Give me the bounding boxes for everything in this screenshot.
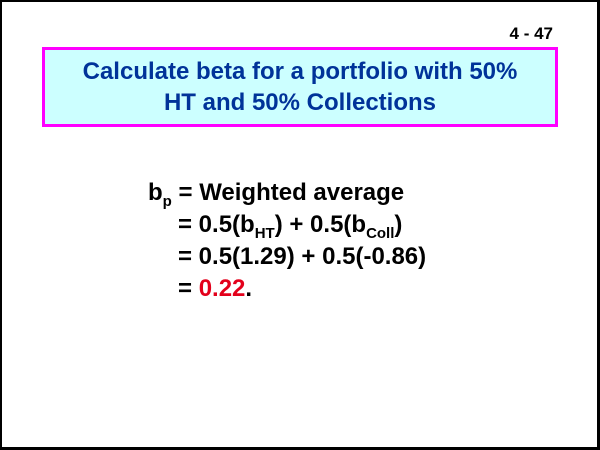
weighted-average-text: = Weighted average (171, 179, 405, 206)
title-line-1: Calculate beta for a portfolio with 50% (82, 58, 518, 85)
portfolio-beta-subscript: p (162, 193, 172, 210)
result-prefix: = (178, 275, 199, 302)
line2-part-a: = 0.5(b (178, 211, 255, 238)
slide-number: 4 - 47 (509, 24, 553, 43)
line2-part-b: ) + 0.5(b (274, 211, 367, 238)
slide-title: Calculate beta for a portfolio with 50% … (83, 56, 518, 118)
portfolio-beta-symbol: b (148, 179, 163, 206)
formula-line-2: = 0.5(bHT) + 0.5(bColl) (148, 209, 426, 241)
line2-part-c: ) (394, 211, 403, 238)
ht-subscript: HT (254, 225, 275, 242)
formula-line-4: = 0.22. (148, 273, 426, 305)
substitution-text: = 0.5(1.29) + 0.5(-0.86) (178, 243, 427, 270)
formula-line-3: = 0.5(1.29) + 0.5(-0.86) (148, 241, 426, 273)
result-value: 0.22 (198, 275, 246, 302)
title-line-2: HT and 50% Collections (163, 89, 437, 116)
result-suffix: . (245, 275, 253, 302)
coll-subscript: Coll (366, 225, 395, 242)
formula-line-1: bp = Weighted average (148, 177, 426, 209)
title-box: Calculate beta for a portfolio with 50% … (42, 47, 558, 127)
beta-formula: bp = Weighted average = 0.5(bHT) + 0.5(b… (148, 177, 426, 305)
